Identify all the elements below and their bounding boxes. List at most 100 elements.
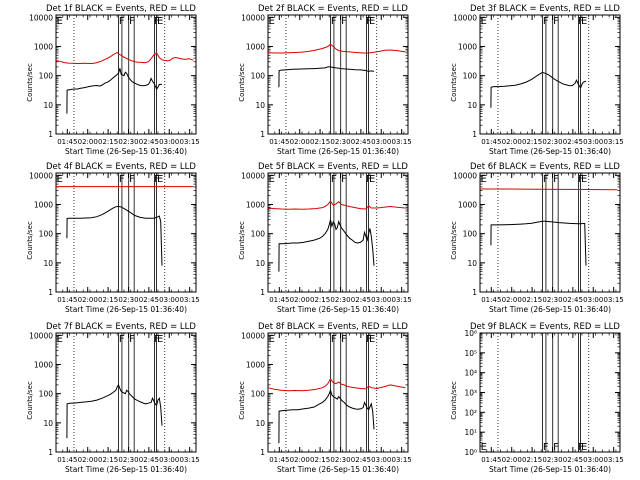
y-axis-label: Counts/sec: [238, 381, 246, 420]
x-tick-label: 03:15: [392, 456, 412, 464]
x-tick-label: 03:15: [392, 296, 412, 304]
x-tick-label: 02:30: [542, 138, 562, 146]
y-tick-label: 1: [48, 288, 53, 297]
event-marker-letter: F: [578, 174, 584, 185]
x-tick-label: 02:15: [98, 296, 118, 304]
series-lld-line: [267, 377, 406, 392]
y-tick-label: 10000: [453, 13, 477, 22]
series-events-line: [66, 383, 163, 439]
event-marker-letter: E: [581, 442, 587, 453]
panel-det-3: Det 3f BLACK = Events, RED = LLD Counts/s…: [450, 4, 624, 156]
y-tick-label: 100: [463, 230, 478, 239]
x-tick-label: 02:45: [563, 456, 583, 464]
panel-det-8: Det 8f BLACK = Events, RED = LLD Counts/s…: [238, 322, 412, 474]
x-tick-label: 03:00: [159, 456, 179, 464]
event-marker-letter: F: [553, 174, 559, 185]
event-marker-letter: F: [129, 174, 135, 185]
plot-frame: [55, 14, 197, 135]
x-tick-label: 03:00: [371, 296, 391, 304]
x-tick-label: 02:15: [98, 138, 118, 146]
x-tick-label: 02:00: [502, 296, 522, 304]
y-tick-label: 1: [260, 288, 265, 297]
y-tick-label: 1: [48, 448, 53, 457]
x-tick-label: 01:45: [481, 138, 501, 146]
y-tick-label: 1: [260, 448, 265, 457]
series-events-line: [490, 220, 587, 266]
event-marker-letter: F: [154, 16, 160, 27]
series-events-line: [278, 66, 375, 88]
event-marker-letter: E: [369, 334, 375, 345]
panel-title: Det 5f BLACK = Events, RED = LLD: [258, 162, 408, 172]
event-marker-letter: F: [331, 334, 337, 345]
event-marker-letter: E: [157, 174, 163, 185]
event-marker-letter: F: [366, 16, 372, 27]
y-axis-label: Counts/sec: [26, 381, 34, 420]
panel-det-1: Det 1f BLACK = Events, RED = LLD Counts/s…: [26, 4, 200, 156]
event-marker-letter: F: [366, 334, 372, 345]
y-axis-label: Counts/sec: [26, 221, 34, 260]
y-tick-label: 1000: [246, 42, 265, 51]
y-axis-label: Counts/sec: [450, 221, 458, 260]
event-marker-letter: E: [57, 174, 63, 185]
x-tick-label: 01:45: [269, 296, 289, 304]
y-tick-label: 10000: [241, 13, 265, 22]
x-tick-label: 01:45: [57, 138, 77, 146]
y-tick-label: 1000: [246, 200, 265, 209]
x-tick-label: 01:45: [269, 138, 289, 146]
panel-title: Det 2f BLACK = Events, RED = LLD: [258, 4, 408, 14]
y-tick-label: 1000: [458, 42, 477, 51]
y-tick-label: 10000: [29, 331, 53, 340]
event-marker-letter: F: [129, 16, 135, 27]
y-tick-label: 100: [463, 72, 478, 81]
x-tick-label: 02:15: [522, 456, 542, 464]
x-tick-label: 03:15: [392, 138, 412, 146]
x-tick-label: 01:45: [57, 456, 77, 464]
y-tick-label: 1000: [34, 360, 53, 369]
event-marker-letter: E: [369, 174, 375, 185]
y-tick-label: 10: [255, 101, 265, 110]
x-tick-label: 02:45: [139, 138, 159, 146]
series-lld-line: [267, 43, 406, 54]
plot-frame: [479, 172, 621, 293]
series-events-line: [66, 205, 163, 266]
x-tick-label: 02:30: [542, 456, 562, 464]
x-tick-label: 03:00: [371, 138, 391, 146]
plot-frame: [267, 14, 409, 135]
y-axis-label: Counts/sec: [450, 63, 458, 102]
x-tick-label: 02:45: [139, 456, 159, 464]
y-tick-label: 10000: [29, 171, 53, 180]
y-tick-label: 1: [472, 288, 477, 297]
plot-frame: [267, 172, 409, 293]
y-tick-label: 1: [48, 130, 53, 139]
x-tick-label: 03:00: [583, 138, 603, 146]
panel-title: Det 4f BLACK = Events, RED = LLD: [46, 162, 196, 172]
y-tick-label: 10⁰: [464, 448, 477, 457]
x-tick-label: 02:00: [290, 456, 310, 464]
x-tick-label: 02:15: [310, 138, 330, 146]
x-tick-label: 01:45: [481, 456, 501, 464]
event-marker-letter: F: [154, 174, 160, 185]
y-tick-label: 1000: [246, 360, 265, 369]
x-tick-label: 03:15: [604, 296, 624, 304]
x-tick-label: 02:30: [118, 138, 138, 146]
x-tick-label: 02:45: [139, 296, 159, 304]
x-tick-label: 02:30: [118, 456, 138, 464]
x-axis-label: Start Time (26-Sep-15 01:36:40): [277, 147, 399, 156]
x-tick-label: 02:15: [310, 456, 330, 464]
x-tick-label: 02:00: [290, 296, 310, 304]
y-tick-label: 100: [251, 72, 266, 81]
x-tick-label: 02:00: [78, 456, 98, 464]
event-marker-letter: F: [331, 174, 337, 185]
event-marker-letter: F: [154, 334, 160, 345]
panel-det-5: Det 5f BLACK = Events, RED = LLD Counts/s…: [238, 162, 412, 314]
panel-title: Det 7f BLACK = Events, RED = LLD: [46, 322, 196, 332]
y-axis-label: Counts/sec: [238, 63, 246, 102]
series-events-line: [490, 71, 587, 108]
series-events-line: [66, 68, 162, 114]
x-tick-label: 03:15: [180, 296, 200, 304]
event-marker-letter: E: [481, 16, 487, 27]
y-tick-label: 10³: [464, 389, 477, 398]
x-tick-label: 03:15: [604, 456, 624, 464]
y-tick-label: 10000: [453, 171, 477, 180]
event-marker-letter: F: [119, 174, 125, 185]
